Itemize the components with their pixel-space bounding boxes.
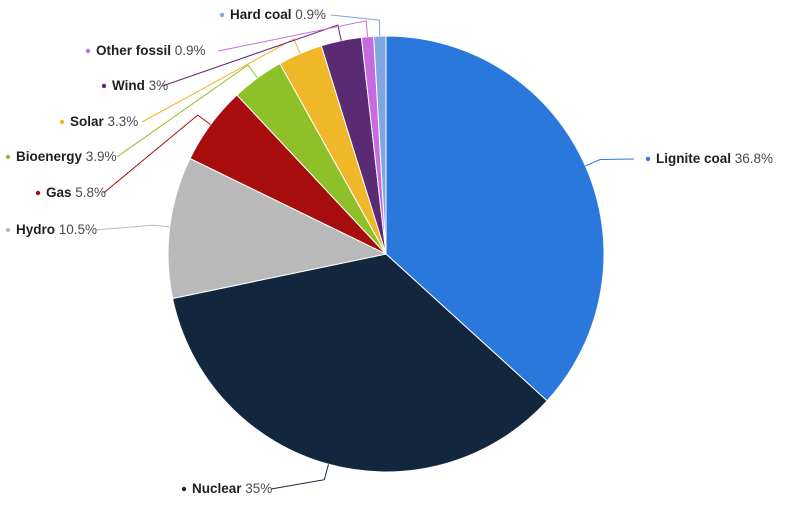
- slice-name: Nuclear: [192, 481, 242, 496]
- slice-label-gas: Gas 5.8%: [35, 185, 106, 200]
- slice-value: 35%: [242, 481, 273, 496]
- legend-dot-wind: [101, 83, 107, 89]
- connector-lignite-coal: [585, 158, 635, 167]
- connector-hydro: [95, 224, 170, 231]
- connector-solar: [141, 38, 301, 123]
- slice-value: 3.9%: [82, 149, 117, 164]
- slice-value: 0.9%: [171, 43, 206, 58]
- slice-label-lignite-coal: Lignite coal 36.8%: [645, 151, 773, 166]
- legend-dot-gas: [35, 190, 41, 196]
- pie-slice-lignite-coal[interactable]: [385, 35, 605, 402]
- slice-name: Wind: [112, 78, 145, 93]
- svg-text:Nuclear 35%: Nuclear 35%: [192, 481, 272, 496]
- svg-text:Gas 5.8%: Gas 5.8%: [46, 185, 106, 200]
- svg-text:Hard coal 0.9%: Hard coal 0.9%: [230, 7, 326, 22]
- slice-name: Other fossil: [96, 43, 171, 58]
- connector-hard-coal: [330, 14, 381, 37]
- slice-value: 5.8%: [72, 185, 107, 200]
- legend-dot-other-fossil: [85, 48, 91, 54]
- slice-name: Bioenergy: [16, 149, 83, 164]
- connector-gas: [103, 114, 211, 194]
- connector-wind: [162, 24, 342, 87]
- slice-value: 36.8%: [731, 151, 773, 166]
- legend-dot-solar: [59, 119, 65, 125]
- slice-label-wind: Wind 3%: [101, 78, 168, 93]
- slice-name: Lignite coal: [656, 151, 731, 166]
- legend-dot-hard-coal: [219, 12, 225, 18]
- slice-label-solar: Solar 3.3%: [59, 114, 138, 129]
- svg-text:Other fossil 0.9%: Other fossil 0.9%: [96, 43, 206, 58]
- svg-text:Solar 3.3%: Solar 3.3%: [70, 114, 138, 129]
- svg-text:Hydro 10.5%: Hydro 10.5%: [16, 222, 97, 237]
- slice-label-bioenergy: Bioenergy 3.9%: [5, 149, 117, 164]
- slice-value: 10.5%: [55, 222, 97, 237]
- legend-dot-nuclear: [181, 486, 187, 492]
- legend-dot-bioenergy: [5, 154, 11, 160]
- slice-label-hydro: Hydro 10.5%: [5, 222, 97, 237]
- svg-text:Wind 3%: Wind 3%: [112, 78, 168, 93]
- legend-dot-lignite-coal: [645, 156, 651, 162]
- pie-slice-nuclear[interactable]: [171, 253, 548, 473]
- slice-value: 3.3%: [104, 114, 139, 129]
- slice-name: Gas: [46, 185, 72, 200]
- legend-dot-hydro: [5, 227, 11, 233]
- label-connectors: [95, 14, 635, 490]
- slice-label-hard-coal: Hard coal 0.9%: [219, 7, 326, 22]
- slice-name: Hard coal: [230, 7, 292, 22]
- slice-labels: Lignite coal 36.8% Nuclear 35% Hydro 10.5%…: [5, 7, 773, 496]
- connector-bioenergy: [116, 64, 258, 158]
- slice-value: 0.9%: [292, 7, 327, 22]
- pie-slices: [167, 35, 605, 473]
- slice-label-nuclear: Nuclear 35%: [181, 481, 272, 496]
- svg-text:Bioenergy 3.9%: Bioenergy 3.9%: [16, 149, 117, 164]
- svg-text:Lignite coal 36.8%: Lignite coal 36.8%: [656, 151, 773, 166]
- slice-value: 3%: [145, 78, 168, 93]
- connector-other-fossil: [218, 20, 368, 52]
- slice-name: Solar: [70, 114, 105, 129]
- connector-nuclear: [271, 464, 329, 490]
- slice-name: Hydro: [16, 222, 55, 237]
- slice-label-other-fossil: Other fossil 0.9%: [85, 43, 206, 58]
